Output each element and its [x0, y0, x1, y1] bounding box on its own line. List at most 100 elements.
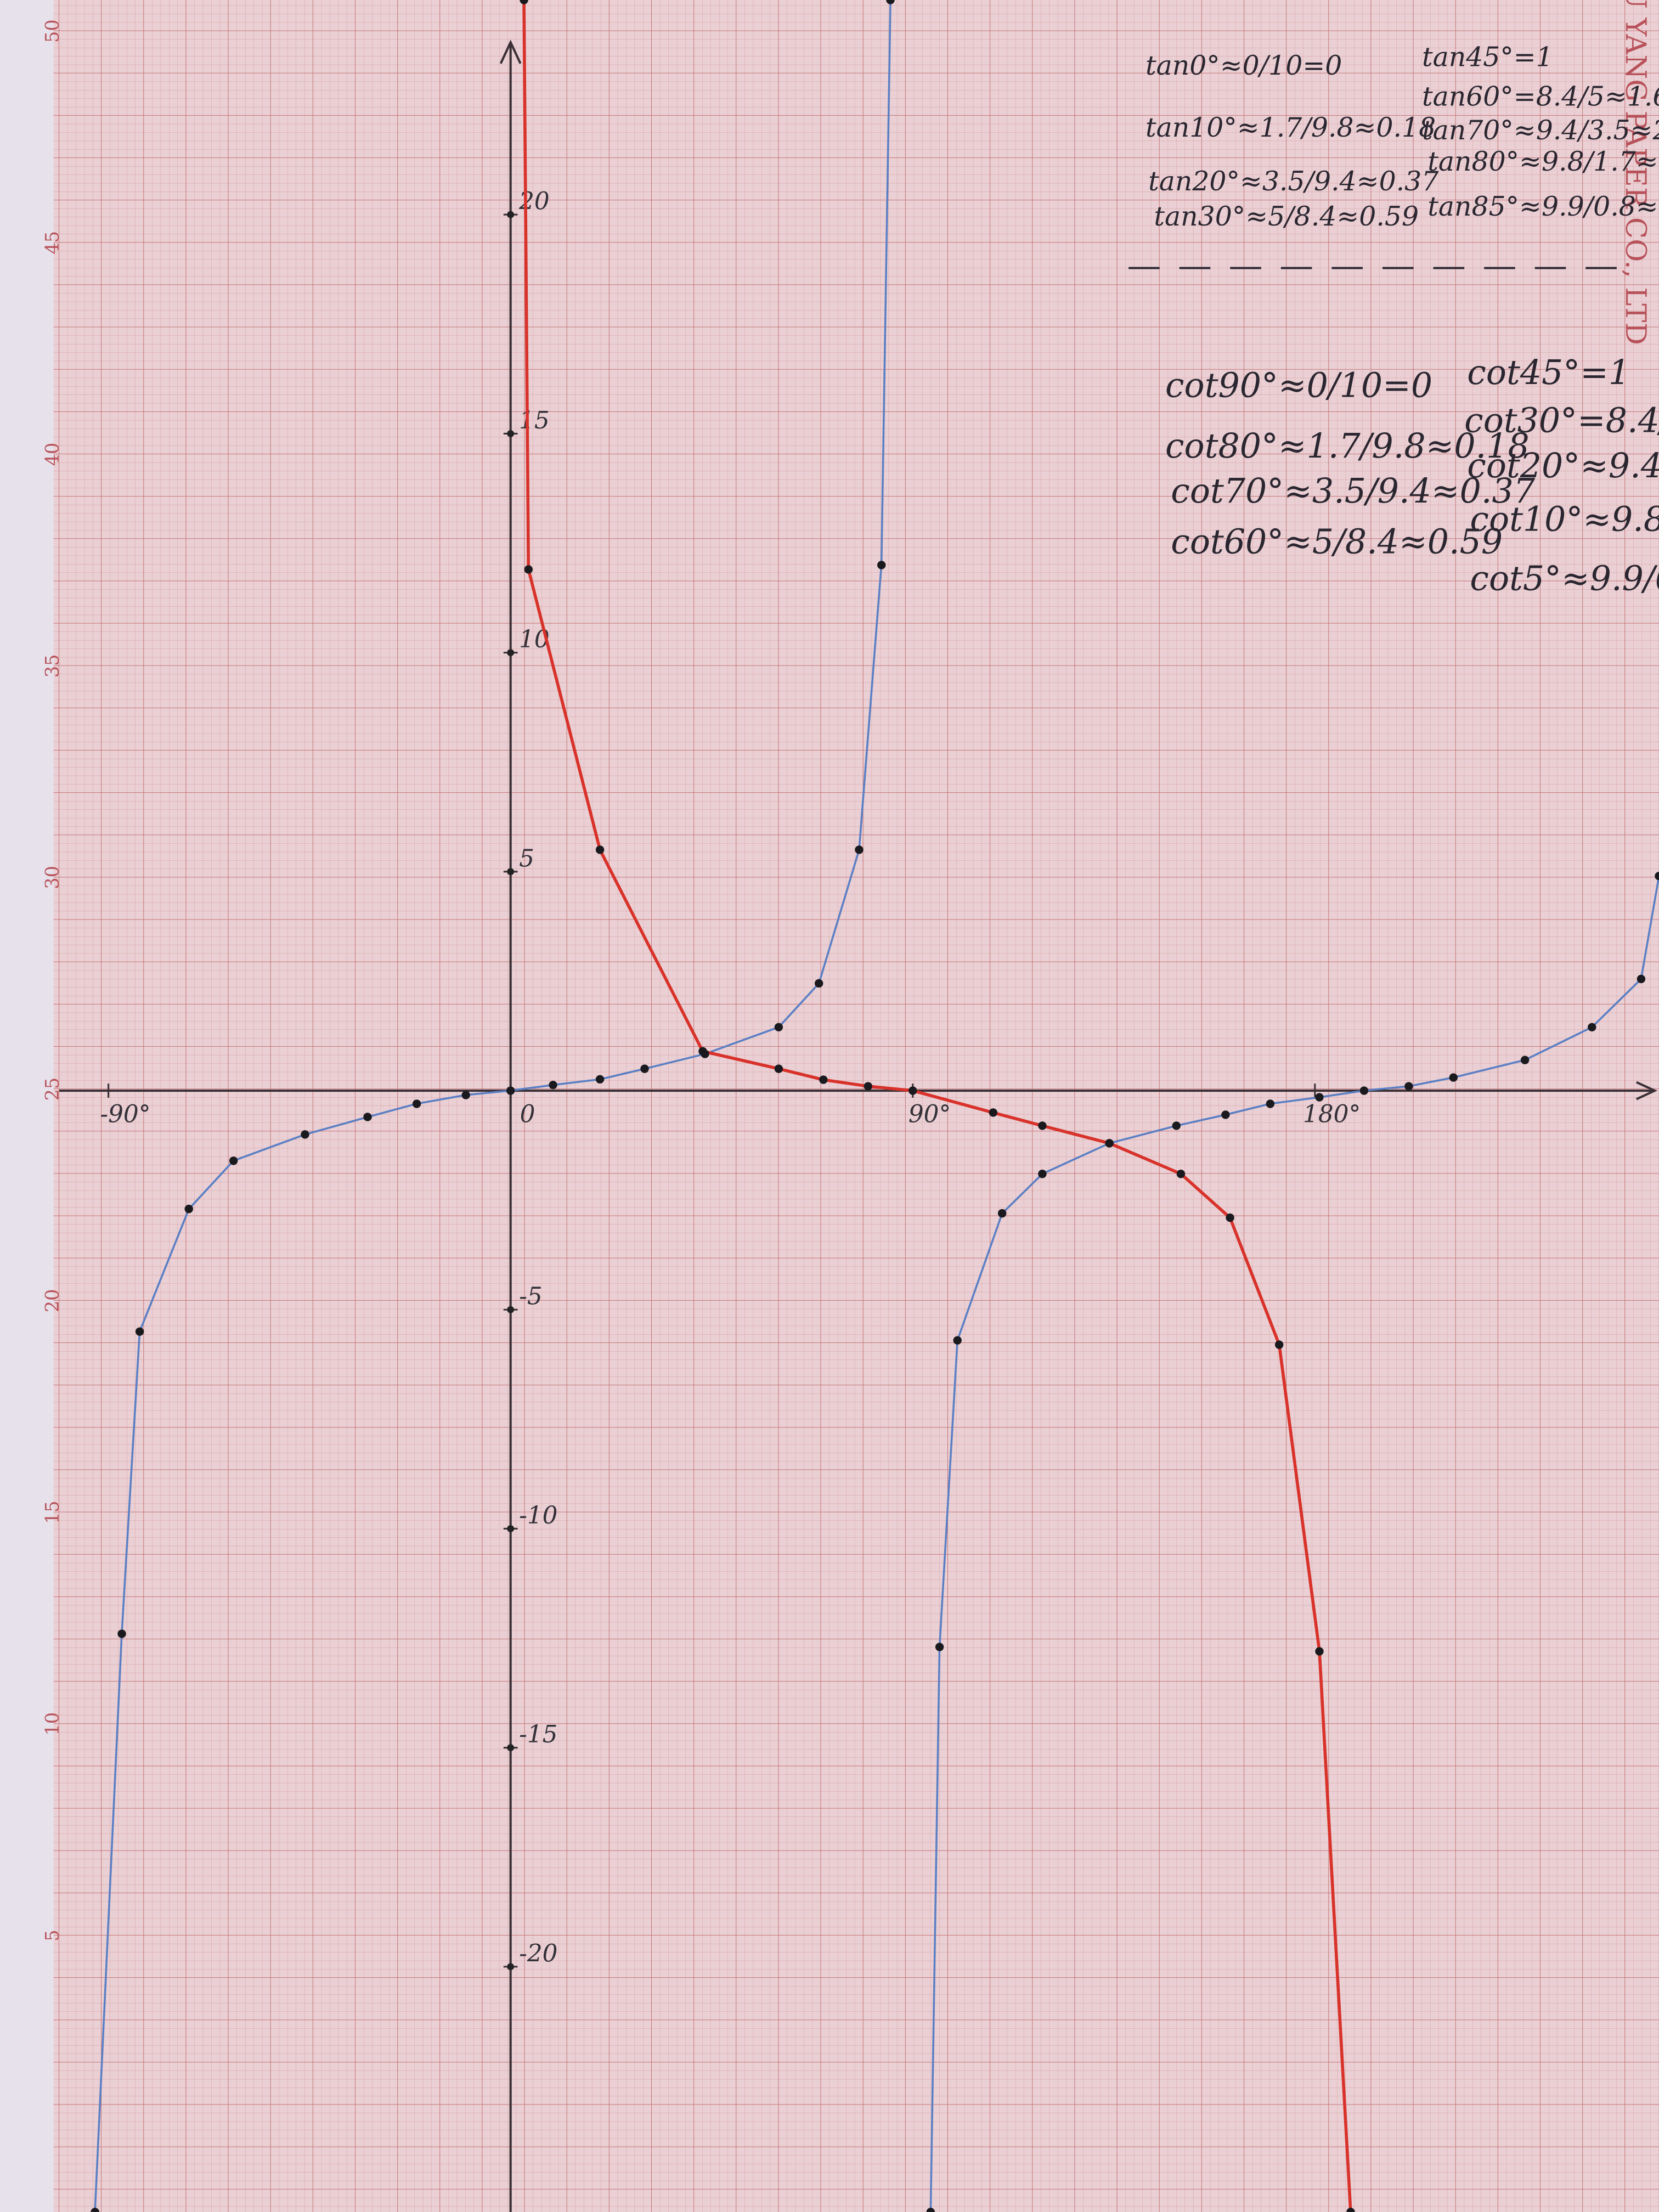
- data-point: [698, 1047, 707, 1056]
- data-point: [1038, 1121, 1047, 1130]
- data-point: [1404, 1082, 1413, 1091]
- data-point: [774, 1023, 783, 1031]
- edge-scale-label: 50: [42, 19, 63, 43]
- data-point: [91, 2208, 99, 2212]
- data-point: [1172, 1121, 1181, 1130]
- data-point: [877, 561, 886, 569]
- edge-scale-label: 20: [42, 1289, 63, 1313]
- paper-grid: [53, 0, 1659, 2212]
- data-point: [935, 1643, 944, 1651]
- edge-scale-label: 45: [42, 231, 63, 255]
- x-tick-label: 90°: [909, 1100, 951, 1128]
- data-point: [926, 2208, 935, 2212]
- handwritten-note: tan45°=1: [1422, 42, 1553, 73]
- data-point: [1637, 974, 1646, 984]
- handwritten-note: tan80°≈9.8/1.7≈5.76: [1427, 146, 1659, 177]
- edge-scale-label: 35: [42, 654, 63, 678]
- handwritten-note: tan85°≈9.9/0.8≈12.4: [1427, 191, 1659, 222]
- data-point: [1655, 872, 1659, 881]
- handwritten-note: cot30°=8.4/5≈1.6: [1464, 401, 1659, 441]
- edge-scale-label: 5: [42, 1929, 63, 1941]
- data-point: [412, 1099, 421, 1108]
- data-point: [909, 1086, 917, 1095]
- edge-scale-label: 25: [42, 1077, 63, 1101]
- y-tick-dot: [507, 430, 515, 437]
- data-point: [814, 979, 823, 988]
- data-point: [819, 1075, 828, 1084]
- edge-scale-label: 10: [42, 1712, 63, 1736]
- data-point: [595, 1075, 605, 1084]
- y-tick-dot: [507, 211, 515, 218]
- data-point: [363, 1113, 372, 1121]
- handwritten-note: cot5°≈9.9/0.8≈1: [1470, 559, 1659, 599]
- data-point: [864, 1082, 873, 1091]
- handwritten-note: cot10°≈9.8/1.7≈5.: [1470, 500, 1659, 539]
- y-tick-dot: [507, 1525, 515, 1532]
- data-point: [1105, 1139, 1114, 1148]
- x-tick-label: -90°: [100, 1100, 150, 1128]
- handwritten-note: tan20°≈3.5/9.4≈0.37: [1148, 166, 1438, 197]
- handwritten-note: tan0°≈0/10=0: [1146, 50, 1342, 81]
- handwritten-note: cot90°≈0/10=0: [1165, 365, 1432, 405]
- y-tick-label: -10: [519, 1502, 557, 1530]
- handwritten-note: cot45°=1: [1467, 353, 1630, 392]
- handwritten-note: tan70°≈9.4/3.5≈2.69: [1422, 115, 1659, 146]
- edge-scale-label: 40: [42, 443, 63, 466]
- y-tick-dot: [507, 1306, 515, 1313]
- data-point: [953, 1336, 962, 1345]
- handwritten-note: cot80°≈1.7/9.8≈0.18: [1165, 426, 1530, 466]
- handwritten-note: tan60°=8.4/5≈1.68: [1422, 81, 1659, 112]
- data-point: [1346, 2208, 1355, 2212]
- data-point: [997, 1209, 1007, 1218]
- data-point: [1520, 1056, 1530, 1064]
- data-point: [1221, 1110, 1230, 1119]
- data-point: [1176, 1170, 1186, 1178]
- y-tick-label: -5: [519, 1283, 543, 1311]
- data-point: [774, 1064, 783, 1073]
- data-point: [506, 1086, 515, 1095]
- handwritten-note: cot20°≈9.4/3.5≈2: [1467, 446, 1659, 486]
- paper-brand: FU YANG PAPER CO., LTD: [1619, 0, 1652, 345]
- handwritten-note: cot60°≈5/8.4≈0.59: [1171, 522, 1503, 562]
- x-tick-label: 180°: [1303, 1100, 1361, 1128]
- data-point: [117, 1629, 126, 1638]
- y-tick-dot: [507, 868, 515, 876]
- curve: [522, 0, 1352, 2212]
- data-point: [461, 1091, 470, 1099]
- data-point: [184, 1204, 193, 1214]
- data-point: [855, 845, 864, 854]
- y-tick-dot: [507, 649, 515, 657]
- data-point: [595, 845, 605, 854]
- y-tick-dot: [507, 1744, 515, 1752]
- edge-scale-label: 15: [42, 1500, 63, 1524]
- y-tick-label: -20: [519, 1939, 557, 1967]
- handwritten-note: tan10°≈1.7/9.8≈0.18: [1146, 112, 1436, 143]
- data-point: [229, 1156, 238, 1165]
- data-point: [520, 0, 528, 4]
- handwritten-note: tan30°≈5/8.4≈0.59: [1154, 201, 1419, 232]
- data-point: [135, 1327, 144, 1336]
- x-axis-arrow: [1635, 1081, 1658, 1101]
- data-point: [1274, 1340, 1284, 1349]
- data-point: [524, 565, 533, 574]
- data-point: [301, 1130, 309, 1139]
- data-point: [1588, 1023, 1596, 1031]
- data-point: [1226, 1213, 1234, 1222]
- data-point: [1038, 1170, 1047, 1178]
- data-point: [1359, 1086, 1369, 1095]
- x-tick-label: 0: [520, 1100, 535, 1128]
- y-tick-label: 5: [519, 844, 534, 872]
- data-point: [1315, 1093, 1324, 1102]
- data-point: [1315, 1647, 1324, 1656]
- y-tick-label: 20: [518, 188, 550, 216]
- data-point: [640, 1064, 649, 1073]
- y-axis-arrow: [499, 40, 522, 64]
- data-point: [886, 0, 895, 4]
- data-point: [1449, 1073, 1458, 1082]
- y-tick-label: -15: [519, 1720, 557, 1748]
- data-point: [1266, 1099, 1275, 1108]
- data-point: [549, 1080, 557, 1090]
